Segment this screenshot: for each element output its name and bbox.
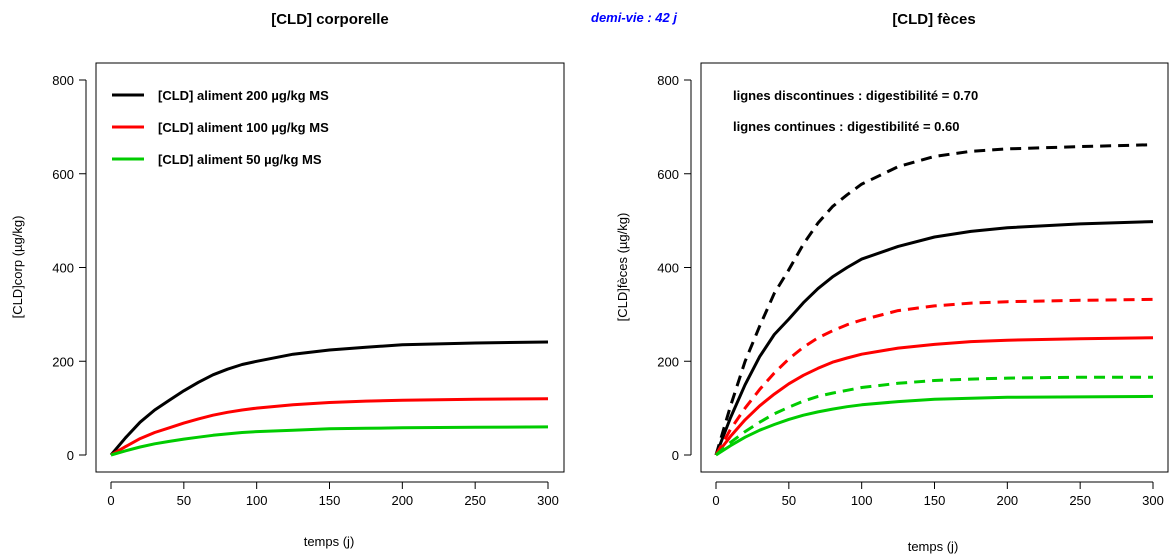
x-tick-label: 150 (319, 493, 341, 508)
x-axis: 0 50 100 150 200 250 300 (107, 481, 559, 508)
series-line-2 (110, 425, 549, 457)
y-axis-label: [CLD]corp (µg/kg) (10, 216, 25, 319)
x-tick-label: 100 (246, 493, 268, 508)
y-axis-label: [CLD]fèces (µg/kg) (615, 213, 630, 322)
x-tick-label: 0 (107, 493, 114, 508)
x-axis: 0 50 100 150 200 250 300 (712, 481, 1164, 508)
y-tick-label: 800 (52, 73, 74, 88)
annotation-solid-lines: lignes continues : digestibilité = 0.60 (733, 119, 959, 134)
annotation-dashed-lines: lignes discontinues : digestibilité = 0.… (733, 88, 978, 103)
chart-title: [CLD] fèces (892, 11, 975, 28)
series-lines (714, 143, 1154, 457)
series-lines (109, 340, 549, 457)
series-line-1 (110, 397, 549, 457)
series-line-4 (715, 375, 1153, 457)
y-tick-label: 200 (657, 354, 679, 369)
series-line-5 (715, 394, 1154, 457)
legend-label-50: [CLD] aliment 50 µg/kg MS (158, 152, 322, 167)
legend-label-100: [CLD] aliment 100 µg/kg MS (158, 120, 329, 135)
series-line-0 (109, 340, 549, 456)
y-tick-label: 0 (672, 448, 679, 463)
half-life-label: demi-vie : 42 j (591, 10, 677, 25)
legend: [CLD] aliment 200 µg/kg MS [CLD] aliment… (112, 88, 329, 167)
series-line-2 (714, 297, 1154, 456)
y-tick-label: 600 (657, 167, 679, 182)
legend-label-200: [CLD] aliment 200 µg/kg MS (158, 88, 329, 103)
x-tick-label: 250 (464, 493, 486, 508)
x-tick-label: 50 (177, 493, 191, 508)
y-tick-label: 400 (52, 261, 74, 276)
plot-frame (700, 62, 1169, 473)
y-tick-label: 800 (657, 73, 679, 88)
x-tick-label: 150 (924, 493, 946, 508)
x-tick-label: 300 (537, 493, 559, 508)
y-axis: 0 200 400 600 800 (657, 73, 692, 463)
chart-title: [CLD] corporelle (271, 11, 389, 28)
x-tick-label: 0 (712, 493, 719, 508)
x-tick-label: 50 (782, 493, 796, 508)
x-tick-label: 300 (1142, 493, 1164, 508)
x-tick-label: 250 (1069, 493, 1091, 508)
y-axis: 0 200 400 600 800 (52, 73, 87, 463)
x-axis-label: temps (j) (908, 539, 959, 554)
y-tick-label: 600 (52, 167, 74, 182)
series-line-3 (714, 336, 1154, 456)
x-tick-label: 100 (851, 493, 873, 508)
y-tick-label: 200 (52, 354, 74, 369)
chart-body-weight: [CLD] corporelle 0 50 100 150 200 250 300 0 200… (10, 11, 565, 549)
plot-frame (95, 62, 565, 473)
x-axis-label: temps (j) (304, 534, 355, 549)
y-tick-label: 400 (657, 261, 679, 276)
series-line-0 (714, 143, 1154, 456)
x-tick-label: 200 (391, 493, 413, 508)
x-tick-label: 200 (996, 493, 1018, 508)
y-tick-label: 0 (67, 448, 74, 463)
chart-feces: [CLD] fèces 0 50 100 150 200 250 300 0 200 400 60… (615, 11, 1169, 554)
series-line-1 (714, 220, 1154, 456)
